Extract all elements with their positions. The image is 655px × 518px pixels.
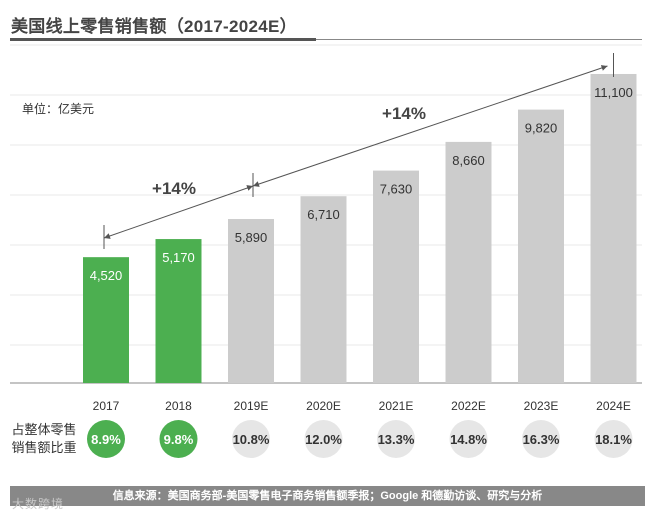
share-circle xyxy=(449,420,488,458)
bar-chart: 4,520 5,170 5,890 6,710 7,630 8,660 9,820 11,10… xyxy=(10,44,642,458)
share-value-label: 8.9% xyxy=(91,432,121,447)
title-underline-accent xyxy=(10,38,316,41)
share-circle xyxy=(594,420,633,458)
share-value-label: 14.8% xyxy=(450,432,487,447)
watermark: 大数跨境 xyxy=(12,497,65,511)
share-value-label: 12.0% xyxy=(305,432,342,447)
share-value-label: 18.1% xyxy=(595,432,632,447)
share-circle xyxy=(232,420,270,458)
share-circle xyxy=(377,420,415,458)
title-underline xyxy=(10,39,642,40)
bar-2017 xyxy=(83,257,129,383)
bar-2019E xyxy=(228,219,274,383)
x-tick-label: 2022E xyxy=(451,399,486,413)
bar-value-label: 4,520 xyxy=(90,268,123,283)
bar-value-label: 8,660 xyxy=(452,153,485,168)
growth-arrow xyxy=(252,65,608,187)
bar-value-label: 7,630 xyxy=(380,182,413,197)
share-row-label-line2: 销售额比重 xyxy=(11,440,76,455)
bar-2022E xyxy=(445,141,492,383)
share-circle xyxy=(87,420,125,458)
bar-value-label: 5,170 xyxy=(162,250,195,265)
share-value-label: 16.3% xyxy=(523,432,560,447)
chart-title: 美国线上零售销售额（2017-2024E） xyxy=(11,17,297,36)
x-tick-label: 2018 xyxy=(165,399,192,413)
share-circle xyxy=(304,420,343,458)
share-value-label: 13.3% xyxy=(378,432,415,447)
growth-label: +14% xyxy=(152,179,196,198)
share-circle xyxy=(522,420,560,458)
x-tick-label: 2021E xyxy=(379,399,414,413)
bar-2024E xyxy=(590,73,637,383)
x-tick-label: 2024E xyxy=(596,399,631,413)
source-footer: 信息来源：美国商务部-美国零售电子商务销售额季报；Google 和德勤访谈、研究… xyxy=(10,486,645,506)
bar-2023E xyxy=(518,109,564,383)
share-circle xyxy=(159,420,198,458)
x-tick-label: 2017 xyxy=(93,399,120,413)
bars: 4,520 5,170 5,890 6,710 7,630 8,660 9,820 11,10… xyxy=(83,73,637,383)
bar-value-label: 9,820 xyxy=(525,121,558,136)
x-tick-label: 2020E xyxy=(306,399,341,413)
x-tick-label: 2019E xyxy=(234,399,269,413)
bar-2021E xyxy=(373,170,419,383)
growth-label: +14% xyxy=(382,104,426,123)
growth-annotations: +14% +14% xyxy=(103,53,614,249)
bar-value-label: 11,100 xyxy=(594,85,633,100)
share-value-label: 10.8% xyxy=(233,432,270,447)
bar-value-label: 6,710 xyxy=(307,207,340,222)
bar-2020E xyxy=(300,196,347,383)
bar-value-label: 5,890 xyxy=(235,230,268,245)
share-value-label: 9.8% xyxy=(164,432,194,447)
x-tick-label: 2023E xyxy=(524,399,559,413)
share-row-label-line1: 占整体零售 xyxy=(11,422,76,437)
growth-arrow xyxy=(103,185,254,239)
unit-label: 单位：亿美元 xyxy=(22,102,95,116)
x-tick-labels: 2017 2018 2019E 2020E 2021E 2022E 2023E 2024E xyxy=(93,399,631,413)
bar-2018 xyxy=(155,239,202,383)
